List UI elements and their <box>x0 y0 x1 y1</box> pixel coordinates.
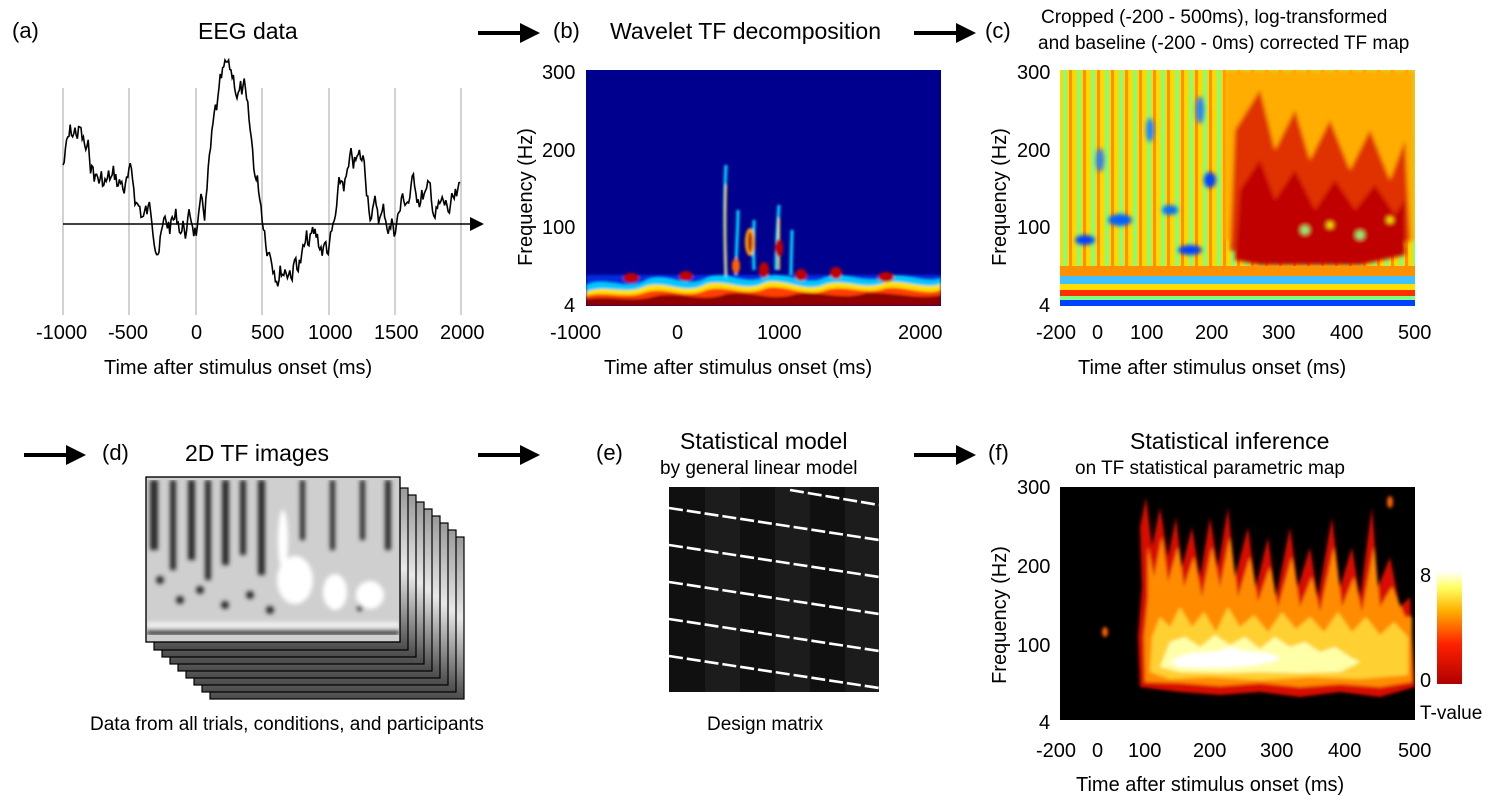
panel-e-label: (e) <box>596 440 623 465</box>
wavelet-ylabel: Frequency (Hz) <box>515 128 537 266</box>
spm-xtick: 100 <box>1128 740 1162 762</box>
panel-c-title-line1: Cropped (-200 - 500ms), log-transformed <box>1041 7 1388 28</box>
eeg-xtick: 0 <box>191 322 203 344</box>
baseline-ytick: 4 <box>1039 295 1051 317</box>
eeg-xtick: -1000 <box>36 322 88 344</box>
baseline-xtick: 100 <box>1130 322 1164 344</box>
tf-image-layer <box>153 487 409 651</box>
baseline-corrected-tf-map <box>1060 70 1415 306</box>
baseline-xlabel: Time after stimulus onset (ms) <box>1078 357 1347 379</box>
panel-d-title: 2D TF images <box>185 440 330 466</box>
wavelet-xlabel: Time after stimulus onset (ms) <box>604 357 873 379</box>
spm-xlabel: Time after stimulus onset (ms) <box>1076 774 1345 796</box>
panel-e-subtitle: by general linear model <box>660 458 858 479</box>
wavelet-xtick: 0 <box>672 322 684 344</box>
spm-xtick: 400 <box>1328 740 1362 762</box>
baseline-xtick: 200 <box>1195 322 1229 344</box>
tf-image-layer <box>169 501 425 665</box>
baseline-ytick: 300 <box>1017 62 1051 84</box>
panel-a-label: (a) <box>12 18 39 43</box>
baseline-xtick: -200 <box>1036 322 1077 344</box>
wavelet-ytick: 200 <box>542 140 576 162</box>
wavelet-xtick: 2000 <box>898 322 943 344</box>
colorbar-max: 8 <box>1420 565 1432 587</box>
tf-image-front <box>145 476 401 643</box>
spm-ylabel: Frequency (Hz) <box>989 546 1011 684</box>
eeg-xtick: -500 <box>108 322 149 344</box>
spm-xtick: 300 <box>1260 740 1294 762</box>
panel-d-label: (d) <box>102 440 129 465</box>
panel-f-label: (f) <box>988 440 1009 465</box>
spm-xtick: 200 <box>1193 740 1227 762</box>
design-matrix-row <box>668 580 880 616</box>
panel-f-subtitle: on TF statistical parametric map <box>1075 458 1345 479</box>
spm-xtick: -200 <box>1036 740 1077 762</box>
spm-ytick: 100 <box>1017 635 1051 657</box>
colorbar-min: 0 <box>1420 670 1432 692</box>
wavelet-xtick: 1000 <box>757 322 802 344</box>
wavelet-ytick: 4 <box>564 295 576 317</box>
panel-d-caption: Data from all trials, conditions, and pa… <box>90 714 484 735</box>
tf-image-layer <box>161 494 417 658</box>
baseline-ylabel: Frequency (Hz) <box>989 128 1011 266</box>
baseline-ytick: 100 <box>1017 217 1051 239</box>
eeg-xtick: 1500 <box>374 322 419 344</box>
panel-e-title: Statistical model <box>680 428 848 454</box>
wavelet-ytick: 300 <box>542 62 576 84</box>
panel-c-title-line2: and baseline (-200 - 0ms) corrected TF m… <box>1038 33 1410 54</box>
design-matrix-row <box>668 506 880 542</box>
wavelet-ytick: 100 <box>542 217 576 239</box>
panel-b-title: Wavelet TF decomposition <box>610 18 882 44</box>
wavelet-xtick: -1000 <box>550 322 602 344</box>
design-matrix-row <box>668 543 880 579</box>
right-arrow-icon <box>470 217 484 231</box>
spm-ytick: 200 <box>1017 556 1051 578</box>
design-matrix-row <box>668 617 880 653</box>
baseline-xtick: 500 <box>1398 322 1432 344</box>
panel-f-title: Statistical inference <box>1130 428 1330 454</box>
eeg-xtick: 1000 <box>308 322 353 344</box>
spm-ytick: 300 <box>1017 477 1051 499</box>
panel-e-caption: Design matrix <box>707 714 824 735</box>
tf-image-layer <box>209 536 465 700</box>
eeg-trace <box>62 57 461 287</box>
colorbar-label: T-value <box>1420 703 1483 724</box>
statistical-parametric-map <box>1060 487 1415 720</box>
tf-image-layer <box>185 515 441 679</box>
baseline-ytick: 200 <box>1017 140 1051 162</box>
panel-b-label: (b) <box>553 18 580 43</box>
baseline-xtick: 300 <box>1262 322 1296 344</box>
tf-image-layer <box>201 529 457 693</box>
panel-c-label: (c) <box>985 18 1011 43</box>
eeg-xlabel: Time after stimulus onset (ms) <box>104 357 373 379</box>
baseline-xtick: 400 <box>1330 322 1364 344</box>
eeg-xtick: 500 <box>251 322 285 344</box>
tf-image-layer <box>193 522 449 686</box>
wavelet-tf-map <box>586 70 941 306</box>
tf-image-layer <box>177 508 433 672</box>
baseline-xtick: 0 <box>1092 322 1104 344</box>
spm-ytick: 4 <box>1039 712 1051 734</box>
panel-a-title: EEG data <box>198 18 298 44</box>
design-matrix-row <box>789 488 880 507</box>
spm-xtick: 0 <box>1092 740 1104 762</box>
spm-xtick: 500 <box>1398 740 1432 762</box>
eeg-xtick: 2000 <box>440 322 485 344</box>
design-matrix-row <box>668 654 880 690</box>
